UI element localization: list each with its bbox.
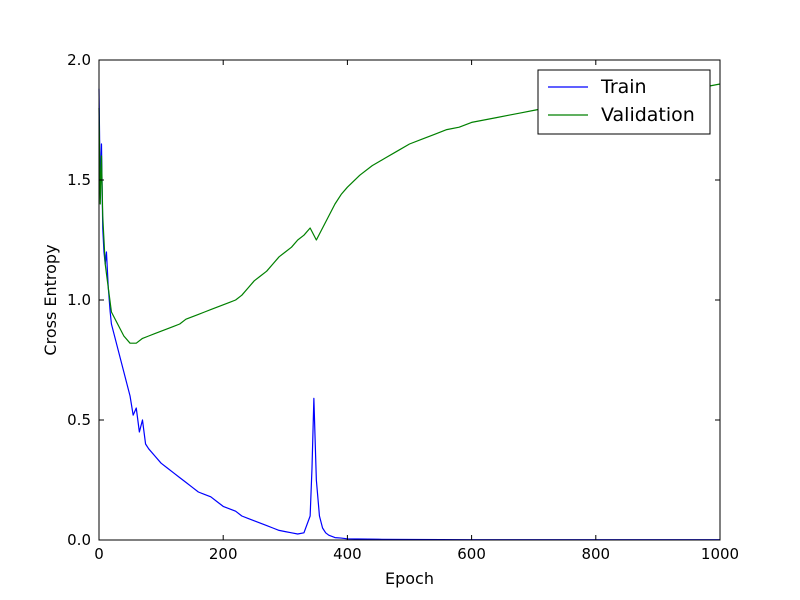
legend-train-label: Train <box>600 76 647 98</box>
x-tick-label: 0 <box>94 545 104 563</box>
plot-frame <box>98 59 721 541</box>
legend-validation-label: Validation <box>601 104 695 126</box>
x-tick-label: 200 <box>209 545 238 563</box>
legend-box <box>537 69 711 135</box>
x-tick-label: 1000 <box>701 545 739 563</box>
y-tick-label: 0.5 <box>67 411 91 429</box>
y-tick-label: 0.0 <box>67 531 91 549</box>
plot-area <box>99 60 720 540</box>
y-tick-label: 2.0 <box>67 51 91 69</box>
x-tick-label: 800 <box>581 545 610 563</box>
x-axis-label: Epoch <box>385 569 434 588</box>
series-line-train <box>98 88 720 541</box>
y-tick-label: 1.0 <box>67 291 91 309</box>
x-tick-label: 400 <box>333 545 362 563</box>
y-axis-label: Cross Entropy <box>41 244 60 355</box>
y-tick-label: 1.5 <box>67 171 91 189</box>
legend: Train Validation <box>537 69 711 135</box>
x-tick-label: 600 <box>457 545 486 563</box>
